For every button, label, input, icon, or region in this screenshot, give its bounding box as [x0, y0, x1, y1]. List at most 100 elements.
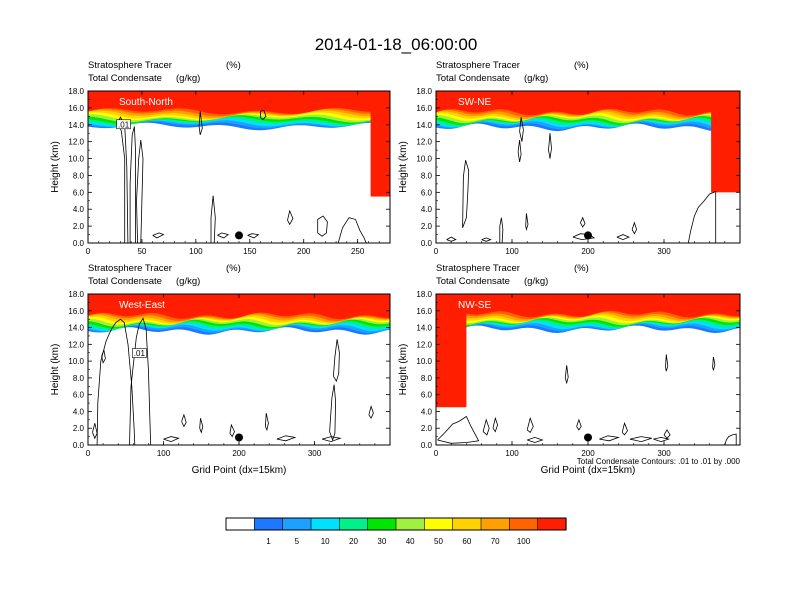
condensate-contour: [152, 232, 165, 239]
panel-nw-se: NW-SE 0.0 2.0 4.0 6.0 8.0 10.0 12.0 14.0 16.0 18.0…: [398, 263, 741, 476]
condensate-contour: [321, 436, 342, 443]
colorbar-label: 5: [295, 537, 300, 546]
x-tick-label: 100: [157, 449, 171, 458]
y-tick-label: 14.0: [416, 324, 432, 333]
condensate-contour: [492, 416, 499, 433]
colorbar-label: 60: [462, 537, 471, 546]
x-tick-label: 200: [232, 449, 246, 458]
condensate-contour: [599, 435, 620, 442]
y-tick-label: 16.0: [416, 307, 432, 316]
panel-sw-ne: SW-NE 0.0 2.0 4.0 6.0 8.0 10.0 12.0 14.0 16.0 18.0…: [398, 60, 741, 256]
panel-label: South-North: [119, 97, 173, 108]
colorbar-segment: [452, 517, 482, 531]
panel-west-east: .01 West-East 0.0 2.0 4.0 6.0 8.0 10.0 12.0 14.0 1…: [50, 263, 391, 476]
contour-footnote: Total Condensate Contours: .01 to .01 by…: [577, 457, 741, 466]
condensate-contour: [265, 413, 269, 432]
condensate-contour: [136, 139, 144, 243]
condensate-contour: [663, 429, 671, 439]
plot-area: NW-SE: [436, 294, 740, 445]
subtitle-tracer-unit: (%): [574, 60, 589, 71]
y-tick-label: 14.0: [416, 121, 432, 130]
panel-label: West-East: [119, 300, 165, 311]
subtitle-condensate: Total Condensate: [436, 276, 510, 287]
colorbar-segment: [310, 517, 340, 531]
location-marker: [235, 231, 243, 240]
y-tick-label: 4.0: [73, 205, 85, 214]
y-tick-label: 14.0: [68, 121, 84, 130]
y-tick-label: 12.0: [416, 138, 432, 147]
location-marker: [584, 433, 592, 442]
y-tick-label: 16.0: [68, 104, 84, 113]
y-tick-label: 0.0: [421, 239, 433, 248]
contour-label-box: [132, 348, 147, 358]
condensate-contour: [260, 109, 267, 121]
y-tick-label: 4.0: [73, 407, 85, 416]
subtitle-condensate-unit: (g/kg): [176, 73, 200, 84]
condensate-contour: [446, 236, 457, 242]
subtitle-tracer: Stratosphere Tracer: [436, 60, 520, 71]
x-tick-label: 50: [137, 247, 146, 256]
y-axis-title: Height (km): [50, 344, 61, 396]
tracer-top: [88, 91, 390, 107]
condensate-contour: [333, 339, 340, 383]
location-marker: [584, 231, 592, 240]
panel-label: SW-NE: [458, 97, 491, 108]
plot-area: .01 South-North: [88, 91, 390, 243]
x-tick-label: 250: [351, 247, 365, 256]
condensate-contour: [337, 217, 367, 243]
condensate-contour: [276, 435, 297, 442]
condensate-contour: [665, 354, 669, 372]
x-tick-label: 0: [86, 247, 91, 256]
contour-label-box: [116, 119, 131, 130]
colorbar-label: 40: [406, 537, 415, 546]
subtitle-condensate: Total Condensate: [436, 73, 510, 84]
y-tick-label: 10.0: [416, 155, 432, 164]
condensate-contour: [101, 348, 106, 364]
y-tick-label: 6.0: [421, 391, 433, 400]
subtitle-condensate: Total Condensate: [88, 276, 162, 287]
condensate-contour: [482, 418, 490, 436]
x-tick-label: 0: [86, 449, 91, 458]
x-tick-label: 300: [657, 247, 671, 256]
subtitle-condensate: Total Condensate: [88, 73, 162, 84]
intrusion-shading: [370, 91, 390, 197]
y-axis-title: Height (km): [50, 141, 61, 193]
condensate-contour: [499, 217, 504, 243]
subtitle-condensate-unit: (g/kg): [524, 73, 548, 84]
y-tick-label: 10.0: [416, 357, 432, 366]
condensate-contour: [629, 436, 652, 443]
y-tick-label: 6.0: [421, 188, 433, 197]
y-tick-label: 18.0: [68, 290, 84, 299]
condensate-contour: [181, 413, 187, 428]
x-tick-label: 100: [189, 247, 203, 256]
colorbar-segment: [282, 517, 312, 531]
condensate-contour: [687, 190, 717, 243]
x-tick-label: 100: [505, 449, 519, 458]
y-tick-label: 16.0: [68, 307, 84, 316]
subtitle-tracer: Stratosphere Tracer: [88, 263, 172, 274]
y-tick-label: 18.0: [68, 87, 84, 96]
x-axis-title: Grid Point (dx=15km): [192, 465, 287, 476]
panels: .01 South-North 0.0 2.0 4.0 6.0 8.0 10.0 12.0 14.…: [50, 60, 741, 476]
y-tick-label: 8.0: [73, 374, 85, 383]
contour-label: .01: [134, 349, 146, 358]
colorbar-segment: [480, 517, 510, 531]
y-tick-label: 0.0: [421, 441, 433, 450]
y-tick-label: 8.0: [421, 171, 433, 180]
subtitle-condensate-unit: (g/kg): [176, 276, 200, 287]
x-axis-title: Grid Point (dx=15km): [541, 465, 636, 476]
tracer-top: [88, 294, 390, 311]
condensate-contour: [631, 221, 638, 235]
condensate-contour: [287, 209, 294, 226]
plot-area: .01 West-East: [88, 294, 390, 445]
x-tick-label: 0: [434, 449, 439, 458]
colorbar-segment: [424, 517, 454, 531]
colorbar-segment: [367, 517, 397, 531]
y-tick-label: 8.0: [73, 171, 85, 180]
condensate-contour: [217, 232, 230, 239]
condensate-contour: [368, 405, 374, 420]
condensate-contour: [525, 213, 529, 232]
condensate-contour: [548, 133, 552, 159]
condensate-contour: [129, 126, 136, 243]
condensate-contour: [576, 418, 582, 431]
